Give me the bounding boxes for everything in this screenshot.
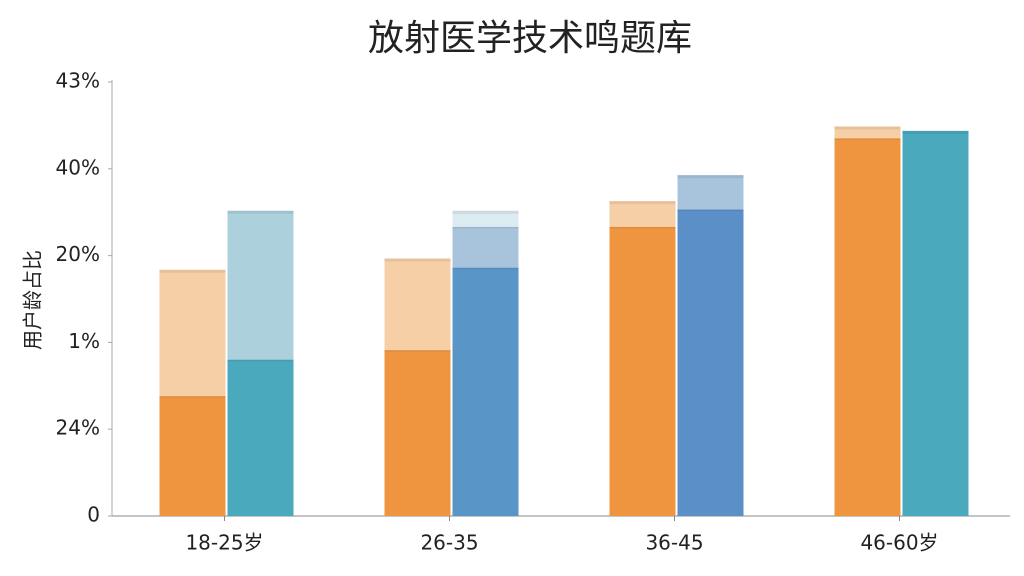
y-tick-label: 20% [56,242,100,266]
bar-segment [159,271,226,397]
bar-segment [452,226,519,268]
bar-segment [677,176,744,210]
bar-segment [384,259,451,351]
bar-segment [227,359,294,516]
bar-segment [452,267,519,516]
bar-segment [834,128,901,139]
bar-segment [227,212,294,360]
y-tick-label: 1% [68,329,100,353]
y-tick-label: 40% [56,155,100,179]
x-tick-label: 26-35 [420,531,478,555]
y-axis-label: 用户龄占比 [21,250,45,350]
x-tick-label: 18-25岁 [185,531,263,555]
bar-segment [902,132,969,516]
y-tick-label: 24% [56,416,100,440]
y-tick-label: 0 [87,503,100,527]
x-tick-label: 36-45 [645,531,703,555]
bar-segment [452,212,519,227]
bar-segment [384,350,451,516]
bar-segment [159,396,226,516]
x-tick-label: 46-60岁 [860,531,938,555]
bar-segment [609,202,676,227]
y-tick-label: 43% [56,69,100,93]
chart-title: 放射医学技术鸣题库 [368,18,692,59]
bar-segment [834,138,901,517]
bar-segment [677,209,744,516]
bar-segment [609,226,676,516]
